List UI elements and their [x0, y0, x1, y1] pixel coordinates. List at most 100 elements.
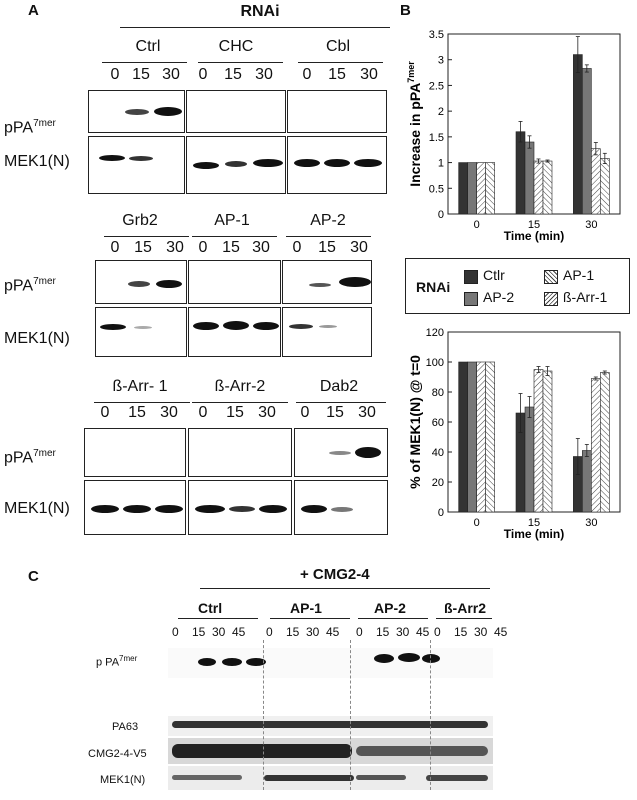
x-axis-label: Time (min)	[504, 527, 564, 541]
bar	[542, 370, 553, 513]
blot-mek-barr1	[84, 480, 186, 535]
blot-mek-grb2	[95, 307, 187, 357]
blot-mek-ap1	[188, 307, 281, 357]
c-blot-mek	[168, 766, 493, 790]
blot-mek-cbl	[287, 136, 387, 194]
y-tick-label: 1.5	[429, 132, 444, 144]
bar	[533, 160, 544, 215]
row-label-ppa: pPA7mer	[4, 276, 56, 295]
lane-divider	[263, 640, 264, 790]
bar	[485, 162, 495, 215]
legend-label-ap2: AP-2	[483, 289, 515, 305]
c-tp-label: 0	[356, 625, 363, 639]
tp-label: 30	[358, 404, 376, 421]
x-tick-label: 0	[474, 219, 480, 231]
c-tp-label: 45	[232, 625, 246, 639]
blot-ppa-barr1	[84, 428, 186, 477]
c-group-ctrl: Ctrl	[198, 600, 223, 616]
bar	[467, 162, 477, 215]
tp-label: 15	[132, 66, 150, 83]
tp-label: 30	[160, 404, 178, 421]
bar	[515, 131, 526, 215]
lane-divider	[430, 640, 431, 790]
y-tick-label: 2.5	[429, 80, 444, 92]
chart-percent-mek: 0 20 40 60 80 100 120 0 15 30 Time (min) % of MEK1(…	[407, 327, 621, 541]
group-label-ctrl: Ctrl	[135, 38, 161, 55]
y-tick-label: 3.5	[429, 29, 444, 41]
c-tp-label: 30	[396, 625, 410, 639]
c-tp-label: 45	[326, 625, 340, 639]
c-tp-label: 45	[416, 625, 430, 639]
bar	[458, 361, 468, 513]
bar	[582, 68, 592, 215]
bar	[467, 361, 477, 513]
legend-label-ap1: AP-1	[563, 267, 595, 283]
c-row-label-mek: MEK1(N)	[100, 774, 146, 786]
legend-swatch-ap1	[544, 270, 558, 284]
c-tp-label: 0	[434, 625, 441, 639]
c-tp-label: 30	[306, 625, 320, 639]
group-label-dab2: Dab2	[319, 378, 359, 395]
tp-label: 0	[198, 404, 208, 421]
tp-label: 15	[134, 239, 152, 256]
row-label-mek: MEK1(N)	[4, 153, 70, 170]
c-row-label-ppa: p PA7mer	[96, 654, 138, 669]
tp-label: 0	[292, 239, 302, 256]
bar	[582, 450, 592, 513]
x-axis-label: Time (min)	[504, 229, 564, 243]
y-tick-label: 120	[426, 327, 444, 339]
row-label-ppa: pPA7mer	[4, 448, 56, 467]
panel-b-label: B	[400, 2, 411, 19]
legend-label-barr1: ß-Arr-1	[563, 289, 608, 305]
y-tick-label: 100	[426, 357, 444, 369]
blot-ppa-ctrl	[88, 90, 185, 133]
y-tick-label: 0	[438, 507, 444, 519]
y-tick-label: 0.5	[429, 183, 444, 195]
group-label-ap1: AP-1	[214, 212, 250, 229]
y-tick-label: 0	[438, 209, 444, 221]
legend-swatch-barr1	[544, 292, 558, 306]
group-label-chc: CHC	[218, 38, 254, 55]
panel-a-label: A	[28, 2, 39, 19]
bar	[600, 372, 610, 513]
y-axis-label: Increase in pPA7mer	[406, 61, 423, 187]
tp-label: 30	[166, 239, 184, 256]
blot-ppa-barr2	[188, 428, 292, 477]
c-group-ap2: AP-2	[374, 600, 406, 616]
legend-label-ctlr: Ctlr	[483, 267, 505, 283]
tp-label: 15	[226, 404, 244, 421]
row-label-mek: MEK1(N)	[4, 500, 70, 517]
y-tick-label: 20	[432, 477, 444, 489]
tp-label: 30	[252, 239, 270, 256]
rnai-underline	[120, 27, 390, 28]
blot-mek-chc	[186, 136, 286, 194]
cmg-header: + CMG2-4	[300, 566, 370, 583]
c-row-label-cmg: CMG2-4-V5	[88, 748, 147, 760]
y-tick-label: 3	[438, 55, 444, 67]
bar	[591, 148, 601, 215]
c-tp-label: 30	[474, 625, 488, 639]
tp-label: 0	[302, 66, 312, 83]
bar	[476, 162, 486, 215]
c-tp-label: 15	[192, 625, 206, 639]
legend-title: RNAi	[416, 279, 451, 295]
legend-swatch-ctlr	[464, 270, 478, 284]
bar	[600, 158, 610, 215]
c-tp-label: 15	[286, 625, 300, 639]
c-tp-label: 30	[212, 625, 226, 639]
tp-label: 15	[222, 239, 240, 256]
group-label-cbl: Cbl	[325, 38, 350, 55]
bar	[542, 160, 553, 215]
group-label-barr2: ß-Arr-2	[214, 378, 266, 395]
legend: RNAi Ctlr AP-2 AP-1 ß-Arr-1	[405, 258, 630, 314]
bar	[476, 361, 486, 513]
y-tick-label: 40	[432, 447, 444, 459]
blot-mek-ctrl	[88, 136, 185, 194]
blot-mek-dab2	[294, 480, 388, 535]
tp-label: 0	[110, 66, 120, 83]
y-tick-label: 60	[432, 417, 444, 429]
c-blot-ppa	[168, 648, 493, 678]
tp-label: 0	[198, 239, 208, 256]
c-tp-label: 45	[494, 625, 508, 639]
tp-label: 0	[300, 404, 310, 421]
